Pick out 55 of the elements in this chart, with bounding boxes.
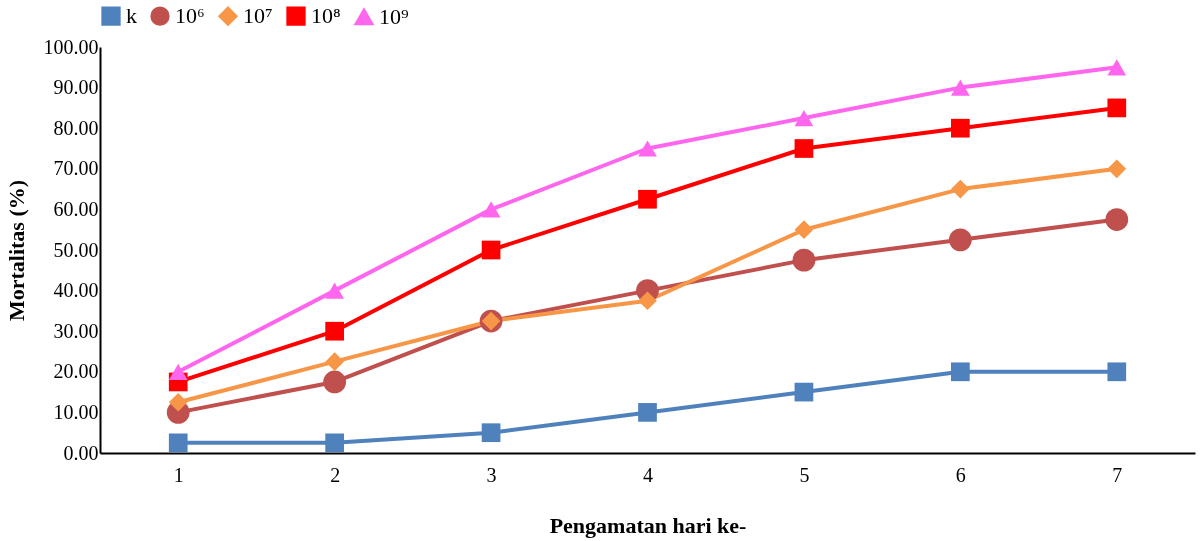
legend-label: k <box>126 3 137 29</box>
y-tick-label: 80.00 <box>53 116 99 139</box>
legend-label: 10⁶ <box>175 3 205 29</box>
x-tick-label: 7 <box>1112 463 1123 486</box>
point <box>481 201 501 218</box>
y-tick-label: 40.00 <box>53 279 99 302</box>
y-tick-label: 0.00 <box>63 441 99 464</box>
y-tick-label: 100.00 <box>43 35 99 58</box>
point <box>794 109 814 127</box>
point <box>325 321 344 341</box>
point <box>638 403 657 422</box>
x-tick-label: 2 <box>330 463 341 486</box>
x-tick-label: 3 <box>486 463 497 486</box>
legend-label: 10⁸ <box>311 3 341 29</box>
x-axis-title: Pengamatan hari ke- <box>549 512 747 538</box>
y-tick-label: 70.00 <box>53 157 99 180</box>
x-tick-label: 4 <box>643 463 653 486</box>
point <box>1105 208 1129 231</box>
point <box>481 423 501 443</box>
point <box>325 282 344 299</box>
point <box>168 433 188 453</box>
point <box>951 118 970 138</box>
legend-label: 10⁹ <box>379 3 409 29</box>
y-axis-title: Mortalitas (%) <box>3 179 29 322</box>
point <box>951 362 970 382</box>
point <box>638 291 657 311</box>
point <box>1107 159 1127 179</box>
point <box>323 370 347 394</box>
y-tick-label: 50.00 <box>53 238 99 261</box>
point <box>168 363 188 380</box>
point <box>638 189 657 209</box>
point <box>951 179 970 199</box>
point <box>794 382 814 402</box>
point <box>1107 98 1127 118</box>
x-tick-label: 1 <box>173 463 184 486</box>
x-tick-label: 5 <box>799 463 810 486</box>
point <box>792 248 816 272</box>
point <box>794 139 814 158</box>
point <box>1107 59 1127 76</box>
y-tick-label: 90.00 <box>53 76 99 99</box>
point <box>1107 362 1127 382</box>
y-tick-label: 10.00 <box>53 400 99 423</box>
y-tick-label: 30.00 <box>53 319 99 342</box>
point <box>638 140 657 157</box>
point <box>168 392 188 412</box>
y-tick-label: 60.00 <box>53 197 99 220</box>
point <box>951 79 970 96</box>
y-tick-label: 20.00 <box>53 360 99 383</box>
point <box>481 240 501 260</box>
legend-label: 10⁷ <box>243 3 273 29</box>
point <box>794 220 814 240</box>
x-tick-label: 6 <box>955 463 966 486</box>
point <box>325 433 344 453</box>
point <box>325 352 344 371</box>
point <box>948 228 972 252</box>
